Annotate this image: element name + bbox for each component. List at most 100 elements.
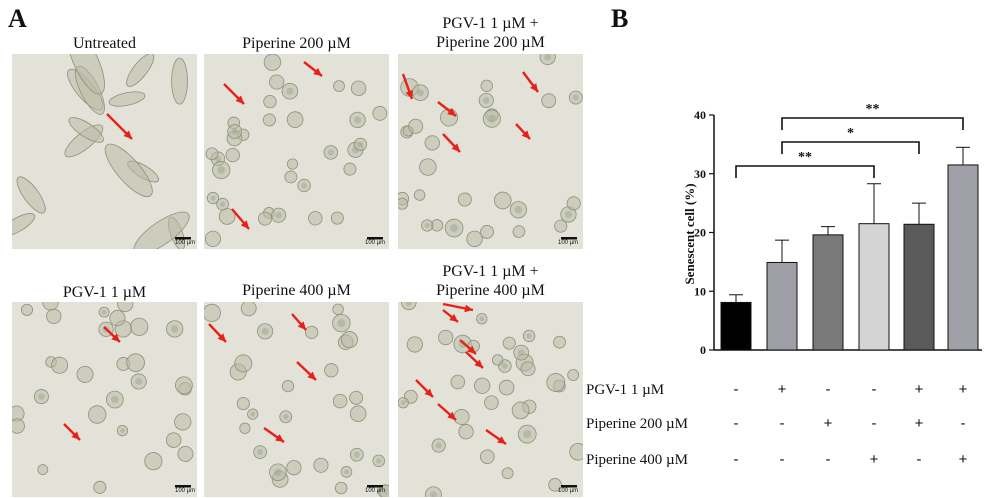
cell-nucleus xyxy=(435,442,442,449)
red-arrow-head xyxy=(297,321,306,330)
cell-shape xyxy=(281,380,295,393)
y-axis-label: Senescent cell (%) xyxy=(682,183,697,284)
red-arrow-head xyxy=(451,143,460,152)
image-title-pgv1-piperine-400: PGV-1 1 µM + Piperine 400 µM xyxy=(398,262,583,300)
image-title-line2: Piperine 400 µM xyxy=(436,282,545,299)
micrograph-piperine-200 xyxy=(204,54,389,249)
micrograph-pgv1-piperine-200 xyxy=(398,54,583,249)
treatment-sign: - xyxy=(826,451,831,468)
cell-shape xyxy=(93,480,107,494)
panel-b-letter: B xyxy=(611,4,629,33)
cell-shape xyxy=(171,57,188,105)
treatment-sign: - xyxy=(917,451,922,468)
cell-shape xyxy=(239,422,251,434)
cell-nucleus xyxy=(514,206,523,214)
y-tick-label: 10 xyxy=(694,284,706,298)
cell-shape xyxy=(546,373,566,392)
cell-shape xyxy=(286,158,299,170)
cell-nucleus xyxy=(487,114,496,123)
cell-nucleus xyxy=(219,201,226,207)
cell-shape xyxy=(491,354,504,366)
cell-shape xyxy=(450,374,466,390)
cell-shape xyxy=(453,408,470,425)
cell-shape xyxy=(313,457,329,473)
image-title-line1: PGV-1 1 µM + xyxy=(442,263,539,280)
red-arrow-head xyxy=(530,83,538,92)
treatment-row-label: PGV-1 1 µM xyxy=(586,382,664,398)
red-arrow-head xyxy=(307,371,316,380)
cell-nucleus xyxy=(286,87,294,95)
red-arrow-head xyxy=(313,67,322,76)
cell-shape xyxy=(511,401,530,420)
cell-nucleus xyxy=(353,451,360,458)
treatment-sign: + xyxy=(959,381,968,398)
cell-shape xyxy=(349,405,367,422)
cell-nucleus xyxy=(275,212,282,219)
cell-shape xyxy=(126,353,145,372)
cell-nucleus xyxy=(544,54,552,61)
cell-shape xyxy=(372,106,388,121)
y-tick-label: 0 xyxy=(700,343,706,357)
cell-shape xyxy=(350,80,367,97)
significance-bracket xyxy=(781,117,964,130)
cell-shape xyxy=(332,303,344,316)
cell-shape xyxy=(104,143,153,198)
cell-shape xyxy=(566,196,581,211)
cell-nucleus xyxy=(261,327,269,335)
image-title-pgv1: PGV-1 1 µM xyxy=(62,284,147,301)
red-arrow-head xyxy=(424,388,433,397)
bar xyxy=(766,261,798,351)
cell-nucleus xyxy=(517,349,525,356)
y-tick-label: 40 xyxy=(694,108,706,122)
cell-shape xyxy=(408,118,424,134)
significance-label: * xyxy=(847,126,854,141)
treatment-sign: - xyxy=(961,415,966,432)
red-arrow-head xyxy=(464,304,473,313)
red-arrow-head xyxy=(449,313,458,322)
cell-shape xyxy=(263,54,282,71)
bar xyxy=(903,223,935,351)
treatment-sign: - xyxy=(734,451,739,468)
cell-nucleus xyxy=(257,449,264,456)
treatment-sign: - xyxy=(872,381,877,398)
bar xyxy=(812,234,844,351)
cell-shape xyxy=(126,54,155,87)
treatment-sign: - xyxy=(872,415,877,432)
image-title-line1: PGV-1 1 µM + xyxy=(442,15,539,32)
cell-shape xyxy=(501,467,514,480)
cell-shape xyxy=(512,225,526,238)
treatment-sign: + xyxy=(915,415,924,432)
micrograph-pgv1 xyxy=(12,302,197,497)
treatment-sign: + xyxy=(778,381,787,398)
cell-shape xyxy=(21,303,34,316)
y-tick-label: 30 xyxy=(694,167,706,181)
treatment-sign: + xyxy=(824,415,833,432)
cell-nucleus xyxy=(301,182,307,189)
cell-shape xyxy=(258,211,273,226)
cell-shape xyxy=(377,484,389,497)
cell-shape xyxy=(332,393,348,409)
red-arrow-head xyxy=(474,359,483,368)
cell-shape xyxy=(51,356,69,374)
cell-nucleus xyxy=(424,222,430,229)
scale-bar xyxy=(175,485,191,488)
cell-shape xyxy=(68,117,104,143)
cell-nucleus xyxy=(38,393,45,400)
cell-shape xyxy=(424,135,440,151)
red-arrow-head xyxy=(217,333,226,342)
red-arrow-head xyxy=(497,436,506,444)
cell-shape xyxy=(240,302,257,317)
scale-bar xyxy=(367,485,383,488)
cell-shape xyxy=(480,79,493,93)
cell-shape xyxy=(262,113,276,127)
cell-nucleus xyxy=(523,430,532,439)
cell-shape xyxy=(493,191,512,210)
cell-shape xyxy=(177,445,194,462)
image-title-piperine-400: Piperine 400 µM xyxy=(242,282,351,299)
red-arrow-head xyxy=(447,107,456,116)
scale-bar-label: 100 µm xyxy=(175,240,196,246)
treatment-row-label: Piperine 200 µM xyxy=(586,416,688,432)
red-arrow-head xyxy=(123,130,132,139)
cell-shape xyxy=(480,225,494,239)
cell-shape xyxy=(204,230,222,247)
